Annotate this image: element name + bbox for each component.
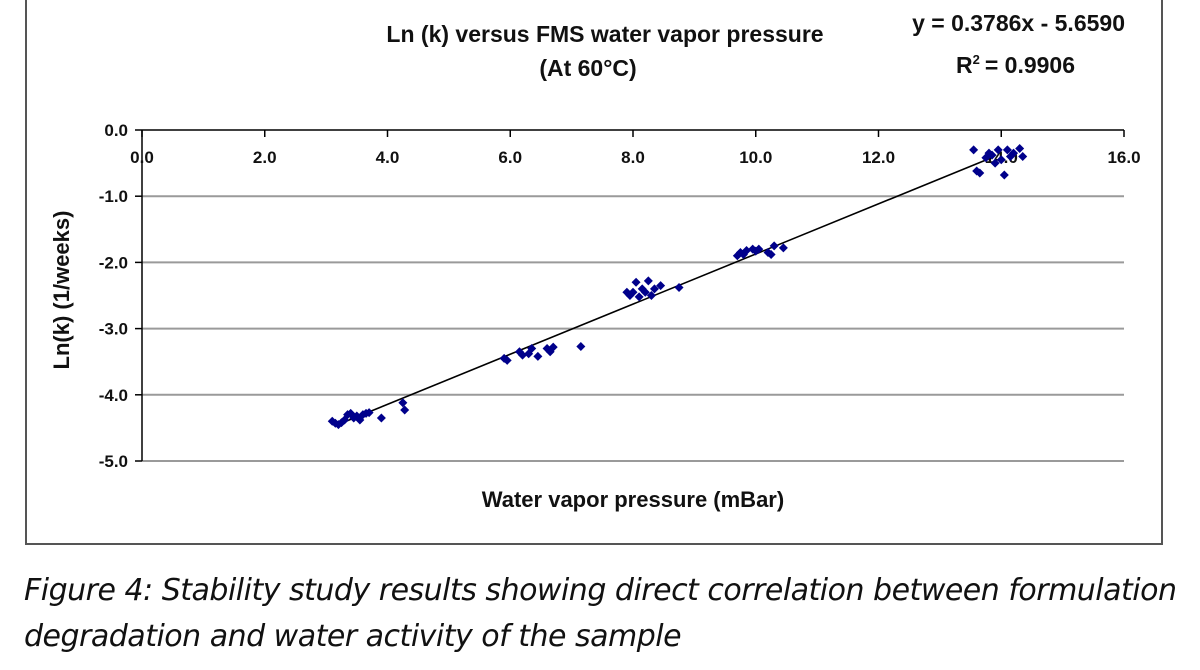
data-point-48 — [769, 241, 779, 251]
data-point-47 — [766, 249, 776, 259]
x-tick-label-5: 10.0 — [739, 148, 772, 167]
data-point-12 — [364, 408, 374, 418]
data-point-62 — [1009, 148, 1019, 158]
data-point-58 — [996, 155, 1006, 165]
data-point-37 — [656, 281, 666, 291]
data-point-57 — [993, 145, 1003, 155]
data-point-31 — [634, 292, 644, 302]
y-tick-label-2: -2.0 — [99, 253, 128, 272]
data-point-35 — [646, 291, 656, 300]
y-axis-label: Ln(k) (1/weeks) — [49, 211, 74, 370]
data-point-59 — [999, 170, 1009, 180]
data-point-50 — [969, 145, 979, 155]
chart-title: Ln (k) versus FMS water vapor pressure — [386, 21, 823, 47]
r-squared-label: R2 = 0.9906 — [956, 52, 1075, 78]
trendline — [335, 156, 993, 427]
chart-frame: Ln (k) versus FMS water vapor pressure (… — [25, 0, 1163, 545]
data-point-34 — [643, 276, 653, 286]
x-axis-label: Water vapor pressure (mBar) — [482, 487, 784, 512]
data-point-38 — [674, 283, 684, 293]
data-point-13 — [376, 413, 386, 423]
data-point-14 — [398, 398, 408, 408]
y-tick-label-3: -3.0 — [99, 320, 128, 339]
x-tick-label-3: 6.0 — [498, 148, 522, 167]
data-point-33 — [640, 287, 650, 297]
r-squared-value: = 0.9906 — [985, 52, 1075, 78]
data-point-21 — [527, 343, 537, 353]
x-tick-label-2: 4.0 — [376, 148, 400, 167]
data-point-42 — [742, 245, 752, 255]
data-point-30 — [631, 277, 641, 287]
y-tick-label-0: 0.0 — [104, 121, 128, 140]
data-point-52 — [975, 168, 985, 178]
data-point-56 — [990, 158, 1000, 168]
data-point-15 — [400, 405, 410, 415]
data-point-29 — [628, 287, 638, 297]
data-point-55 — [987, 150, 997, 160]
x-tick-label-4: 8.0 — [621, 148, 645, 167]
caption-line-2: degradation and water activity of the sa… — [24, 619, 682, 654]
x-tick-label-0: 0.0 — [130, 148, 154, 167]
data-point-36 — [649, 284, 659, 294]
r-squared-superscript: 2 — [973, 52, 980, 67]
y-tick-label-5: -5.0 — [99, 452, 128, 471]
y-tick-label-4: -4.0 — [99, 386, 128, 405]
y-tick-label-1: -1.0 — [99, 187, 128, 206]
data-point-64 — [1018, 151, 1028, 161]
caption-line-1: Figure 4: Stability study results showin… — [24, 573, 1177, 608]
x-tick-label-1: 2.0 — [253, 148, 277, 167]
x-tick-label-6: 12.0 — [862, 148, 895, 167]
data-point-26 — [576, 341, 586, 351]
data-point-63 — [1015, 144, 1025, 154]
r-squared-prefix: R — [956, 52, 973, 78]
x-tick-label-8: 16.0 — [1107, 148, 1140, 167]
data-point-45 — [754, 244, 764, 254]
chart-subtitle: (At 60°C) — [539, 55, 636, 81]
plot-area: 0.0 -1.0 -2.0 -3.0 -4.0 -5.0 0.0 2.0 4.0 6.0 8.0 10… — [99, 121, 1141, 471]
data-point-19 — [518, 350, 528, 360]
figure-caption: Figure 4: Stability study results showin… — [24, 568, 1184, 660]
data-point-17 — [502, 355, 512, 365]
data-point-25 — [548, 342, 558, 352]
data-point-22 — [533, 351, 543, 361]
data-point-60 — [1002, 145, 1012, 155]
data-point-49 — [778, 243, 788, 253]
scatter-chart: Ln (k) versus FMS water vapor pressure (… — [49, 10, 1141, 512]
trendline-equation: y = 0.3786x - 5.6590 — [912, 10, 1125, 36]
